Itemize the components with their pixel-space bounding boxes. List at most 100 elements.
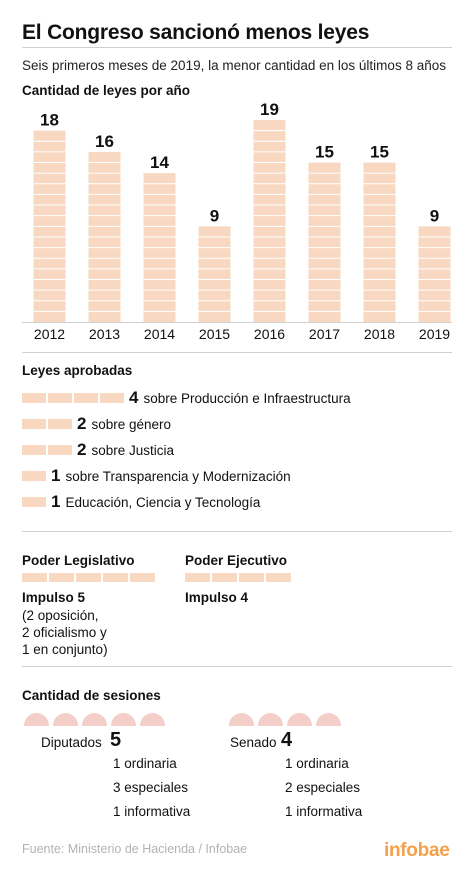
detail-line: 1 en conjunto) (22, 642, 108, 657)
senado-item: 2 especiales (285, 780, 361, 795)
data-label-2014: 14 (150, 153, 169, 172)
legislativo-bar-unit (76, 573, 101, 582)
leyes-description: sobre Producción e Infraestructura (143, 390, 351, 406)
senado-label: Senado (230, 735, 277, 750)
detail-line: (2 oposición, (22, 608, 99, 623)
leyes-description: sobre Transparencia y Modernización (65, 468, 291, 484)
leyes-bar (22, 497, 46, 507)
ejecutivo-bar-unit (212, 573, 237, 582)
senado-session-dome-icon (316, 713, 341, 726)
x-tick-2012: 2012 (34, 326, 65, 342)
diputados-label: Diputados (41, 735, 102, 750)
poder-legislativo: Poder Legislativo Impulso 5 (2 oposición… (22, 553, 155, 658)
diputados-session-dome-icon (140, 713, 165, 726)
ejecutivo-bar-unit (266, 573, 291, 582)
x-tick-2014: 2014 (144, 326, 175, 342)
leyes-row: 2 sobre género (22, 414, 171, 434)
leyes-count: 4 (129, 388, 139, 407)
leyes-row: 2 sobre Justicia (22, 440, 174, 460)
legislativo-bar-unit (103, 573, 128, 582)
leyes-count: 2 (77, 414, 87, 433)
page-subtitle: Seis primeros meses de 2019, la menor ca… (22, 58, 446, 73)
poder-legislativo-bars (22, 573, 155, 582)
senado-item: 1 ordinaria (285, 756, 349, 771)
data-label-2017: 15 (315, 143, 334, 162)
divider-top (22, 47, 452, 48)
leyes-row: 1 Educación, Ciencia y Tecnología (22, 492, 260, 512)
leyes-row: 4 sobre Producción e Infraestructura (22, 388, 351, 408)
diputados-session-dome-icon (82, 713, 107, 726)
leyes-description: Educación, Ciencia y Tecnología (65, 494, 261, 510)
source-note: Fuente: Ministerio de Hacienda / Infobae (22, 842, 248, 856)
leyes-bar-unit (22, 445, 46, 455)
senado-session-dome-icon (287, 713, 312, 726)
divider-poder (22, 666, 452, 667)
x-tick-2018: 2018 (364, 326, 395, 342)
legislativo-bar-unit (130, 573, 155, 582)
leyes-bar-unit (48, 393, 72, 403)
data-label-2018: 15 (370, 143, 389, 162)
ejecutivo-bar-unit (185, 573, 210, 582)
data-label-2016: 19 (260, 100, 279, 119)
leyes-bar-unit (74, 393, 98, 403)
leyes-bar (22, 445, 72, 455)
leyes-bar (22, 419, 72, 429)
leyes-bar-unit (22, 419, 46, 429)
leyes-count: 2 (77, 440, 87, 459)
senado-session-dome-icon (258, 713, 283, 726)
leyes-bar-unit (22, 393, 46, 403)
x-tick-2015: 2015 (199, 326, 230, 342)
data-label-2012: 18 (40, 111, 59, 130)
data-label-2019: 9 (430, 206, 439, 225)
sesiones-label: Cantidad de sesiones (22, 688, 161, 703)
leyes-bar-unit (22, 497, 46, 507)
data-label-2015: 9 (210, 206, 219, 225)
senado-item: 1 informativa (285, 804, 363, 819)
diputados-session-dome-icon (111, 713, 136, 726)
poder-ejecutivo-label: Poder Ejecutivo (185, 553, 288, 568)
x-tick-2019: 2019 (419, 326, 450, 342)
senado-session-dome-icon (229, 713, 254, 726)
leyes-count: 1 (51, 492, 61, 511)
senado-domes (229, 713, 341, 726)
poder-ejecutivo-impulso: Impulso 4 (185, 590, 249, 605)
diputados-session-dome-icon (24, 713, 49, 726)
leyes-description: sobre género (91, 416, 172, 432)
leyes-description: sobre Justicia (91, 442, 175, 458)
leyes-label: Leyes aprobadas (22, 363, 133, 378)
diputados-count: 5 (110, 729, 122, 751)
leyes-bar (22, 393, 124, 403)
diputados-item: 1 informativa (113, 804, 191, 819)
detail-line: 2 oficialismo y (22, 625, 107, 640)
senado-count: 4 (281, 729, 293, 751)
bar-chart: 18 2012 16 2013 14 2014 9 2015 19 2016 15 2017 15 201… (22, 100, 452, 342)
bar-2019 (418, 226, 451, 322)
diputados-session-dome-icon (53, 713, 78, 726)
legislativo-bar-unit (49, 573, 74, 582)
bar-2016 (253, 120, 286, 322)
bar-2018 (363, 162, 396, 322)
poder-ejecutivo: Poder Ejecutivo Impulso 4 (185, 553, 291, 605)
divider-leyes (22, 531, 452, 532)
poder-ejecutivo-bars (185, 573, 291, 582)
divider-chart (22, 352, 452, 353)
x-tick-2013: 2013 (89, 326, 120, 342)
x-tick-2017: 2017 (309, 326, 340, 342)
poder-legislativo-label: Poder Legislativo (22, 553, 135, 568)
infobae-logo: infobae (384, 840, 450, 861)
x-tick-2016: 2016 (254, 326, 285, 342)
diputados-item: 3 especiales (113, 780, 189, 795)
poder-legislativo-impulso: Impulso 5 (22, 590, 86, 605)
legislativo-bar-unit (22, 573, 47, 582)
diputados-domes (24, 713, 165, 726)
leyes-bar-unit (48, 445, 72, 455)
leyes-bar-unit (100, 393, 124, 403)
page-title: El Congreso sancionó menos leyes (22, 21, 370, 44)
bar-2017 (308, 162, 341, 322)
diputados-item: 1 ordinaria (113, 756, 177, 771)
leyes-count: 1 (51, 466, 61, 485)
data-label-2013: 16 (95, 132, 114, 151)
poder-legislativo-detail: (2 oposición, 2 oficialismo y 1 en conju… (22, 607, 155, 658)
bar-2015 (198, 226, 231, 322)
leyes-bar-unit (22, 471, 46, 481)
